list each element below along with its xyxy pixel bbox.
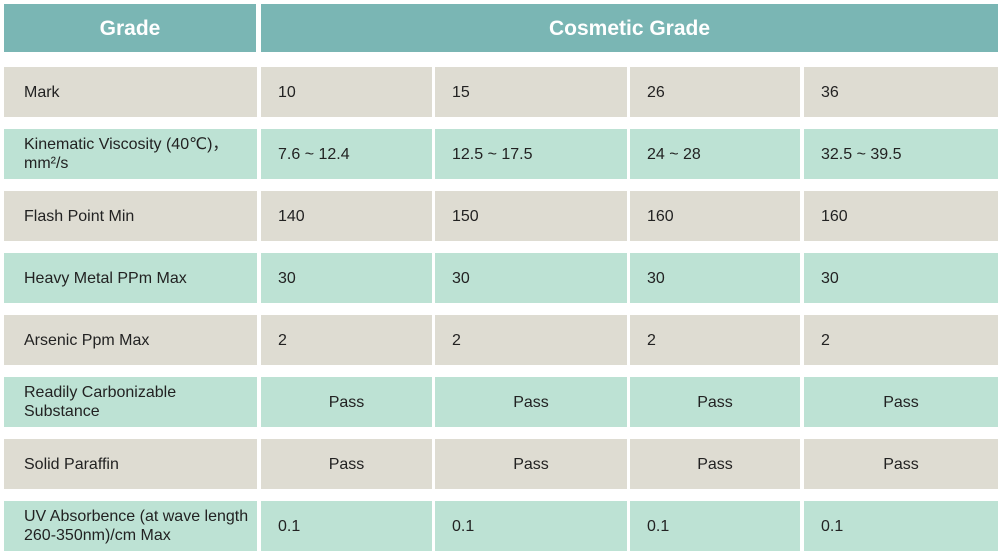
- cosmetic-grade-header: Cosmetic Grade: [261, 4, 998, 52]
- grade-header: Grade: [4, 4, 256, 52]
- row-value-2: Pass: [435, 439, 627, 489]
- row-value-1: 140: [261, 191, 432, 241]
- row-value-3: 0.1: [630, 501, 800, 551]
- row-value-1: 30: [261, 253, 432, 303]
- row-value-4: 160: [804, 191, 998, 241]
- row-label: UV Absorbence (at wave length 260-350nm)…: [4, 501, 257, 551]
- row-value-4: 30: [804, 253, 998, 303]
- row-value-4: 0.1: [804, 501, 998, 551]
- row-label: Solid Paraffin: [4, 439, 257, 489]
- row-value-2: 150: [435, 191, 627, 241]
- row-value-1: 7.6 ~ 12.4: [261, 129, 432, 179]
- row-value-4: 32.5 ~ 39.5: [804, 129, 998, 179]
- row-value-2: 12.5 ~ 17.5: [435, 129, 627, 179]
- row-label: Flash Point Min: [4, 191, 257, 241]
- row-value-3: 24 ~ 28: [630, 129, 800, 179]
- row-value-4: Pass: [804, 439, 998, 489]
- row-value-3: 2: [630, 315, 800, 365]
- row-value-4: 36: [804, 67, 998, 117]
- row-label: Readily Carbonizable Substance: [4, 377, 257, 427]
- row-value-3: 26: [630, 67, 800, 117]
- row-label: Heavy Metal PPm Max: [4, 253, 257, 303]
- row-value-1: Pass: [261, 439, 432, 489]
- row-label: Arsenic Ppm Max: [4, 315, 257, 365]
- row-value-3: Pass: [630, 377, 800, 427]
- row-value-2: 30: [435, 253, 627, 303]
- row-value-3: Pass: [630, 439, 800, 489]
- row-value-2: Pass: [435, 377, 627, 427]
- row-value-2: 15: [435, 67, 627, 117]
- row-label: Kinematic Viscosity (40℃)，mm²/s: [4, 129, 257, 179]
- row-value-4: Pass: [804, 377, 998, 427]
- row-value-2: 2: [435, 315, 627, 365]
- row-value-2: 0.1: [435, 501, 627, 551]
- row-value-3: 30: [630, 253, 800, 303]
- row-value-1: 0.1: [261, 501, 432, 551]
- row-value-1: 10: [261, 67, 432, 117]
- row-value-3: 160: [630, 191, 800, 241]
- row-value-1: Pass: [261, 377, 432, 427]
- row-value-1: 2: [261, 315, 432, 365]
- row-value-4: 2: [804, 315, 998, 365]
- row-label: Mark: [4, 67, 257, 117]
